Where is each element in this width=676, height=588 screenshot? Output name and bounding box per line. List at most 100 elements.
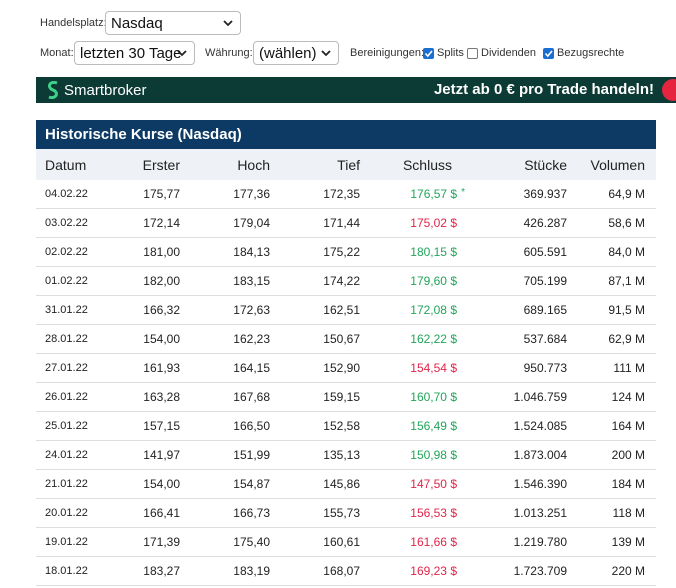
cell: 175,40 (191, 527, 281, 557)
cell: 154,00 (131, 324, 191, 354)
logo (47, 81, 58, 99)
cell: 162,51 (281, 295, 371, 325)
cell: 200 M (578, 440, 656, 470)
table-row: 18.01.22 183,27 183,19 168,07 169,23 $ 1.723.… (36, 556, 656, 586)
label: Währung: (205, 47, 253, 59)
table-row: 21.01.22 154,00 154,87 145,86 147,50 $ 1.546.… (36, 469, 656, 499)
cell: 62,9 M (578, 324, 656, 354)
ad-banner[interactable]: Smartbroker Jetzt ab 0 € pro Trade hande… (36, 77, 676, 103)
cell: 183,19 (191, 556, 281, 586)
cell: 1.046.759 (476, 382, 578, 412)
cell: 01.02.22 (36, 266, 131, 296)
cell: 172,14 (131, 208, 191, 238)
cell: 369.937 (476, 180, 578, 209)
cell: 02.02.22 (36, 237, 131, 267)
checkbox-label: Dividenden (481, 47, 537, 59)
cell: 87,1 M (578, 266, 656, 296)
cell: 161,66 $ (371, 527, 476, 557)
cell: 175,02 $ (371, 208, 476, 238)
cell: 172,35 (281, 180, 371, 209)
checkbox-label: Bezugsrechte (557, 47, 625, 59)
cell: 171,44 (281, 208, 371, 238)
cell: 172,63 (191, 295, 281, 325)
cell: 141,97 (131, 440, 191, 470)
cell: 156,53 $ (371, 498, 476, 528)
cell: 159,15 (281, 382, 371, 412)
cell: 24.01.22 (36, 440, 131, 470)
cell: 118 M (578, 498, 656, 528)
table-row: 31.01.22 166,32 172,63 162,51 172,08 $ 689.16… (36, 295, 656, 325)
checkbox-option[interactable]: Dividenden (467, 47, 536, 59)
cell: 180,15 $ (371, 237, 476, 267)
cell: 162,22 $ (371, 324, 476, 354)
table-row: 26.01.22 163,28 167,68 159,15 160,70 $ 1.046.… (36, 382, 656, 412)
column-header: Volumen (578, 149, 656, 180)
cell: 1.546.390 (476, 469, 578, 499)
close-price: 176,57 $ (410, 187, 458, 201)
table-row: 02.02.22 181,00 184,13 175,22 180,15 $ 605.59… (36, 237, 656, 267)
header-row: Datum Erster Hoch Tief Schluss Stücke Volumen (36, 149, 656, 180)
cell: 157,15 (131, 411, 191, 441)
check (544, 49, 553, 57)
cell: 27.01.22 (36, 353, 131, 383)
cell: 164 M (578, 411, 656, 441)
close-price: 150,98 $ (410, 448, 457, 462)
cell: 18.01.22 (36, 556, 131, 586)
select[interactable]: (wählen) (253, 41, 339, 65)
column-header: Schluss (371, 149, 476, 180)
cell: 171,39 (131, 527, 191, 557)
cell: 168,07 (281, 556, 371, 586)
cell: 1.219.780 (476, 527, 578, 557)
chevron (177, 50, 187, 57)
cell: 139 M (578, 527, 656, 557)
table-row: 01.02.22 182,00 183,15 174,22 179,60 $ 705.19… (36, 266, 656, 296)
cell: 426.287 (476, 208, 578, 238)
cell: 31.01.22 (36, 295, 131, 325)
table-row: 28.01.22 154,00 162,23 150,67 162,22 $ 537.68… (36, 324, 656, 354)
cell: 166,41 (131, 498, 191, 528)
cell: 950.773 (476, 353, 578, 383)
cell: 155,73 (281, 498, 371, 528)
select-value: Nasdaq (111, 15, 163, 32)
checkbox-option[interactable]: Splits (423, 47, 464, 59)
cell: 21.01.22 (36, 469, 131, 499)
close-price: 175,02 $ (410, 216, 457, 230)
cell: 183,15 (191, 266, 281, 296)
table-row: 27.01.22 161,93 164,15 152,90 154,54 $ 950.77… (36, 353, 656, 383)
select[interactable]: letzten 30 Tage (74, 41, 195, 65)
table-row: 03.02.22 172,14 179,04 171,44 175,02 $ 426.28… (36, 208, 656, 238)
cell: 605.591 (476, 237, 578, 267)
cell: 184 M (578, 469, 656, 499)
cell: 161,93 (131, 353, 191, 383)
select[interactable]: Nasdaq (105, 11, 241, 35)
table: Datum Erster Hoch Tief Schluss Stücke Volumen … (36, 149, 656, 586)
cell: 135,13 (281, 440, 371, 470)
brand: Smartbroker (64, 82, 147, 99)
cell: 166,50 (191, 411, 281, 441)
select-value: (wählen) (259, 45, 317, 62)
cell: 179,60 $ (371, 266, 476, 296)
cell: 182,00 (131, 266, 191, 296)
cell: 160,61 (281, 527, 371, 557)
close-price: 147,50 $ (410, 477, 457, 491)
table-row: 04.02.22 175,77 177,36 172,35 176,57 $ * 369.9… (36, 180, 656, 209)
cell: 537.684 (476, 324, 578, 354)
cell: 152,58 (281, 411, 371, 441)
cell: 26.01.22 (36, 382, 131, 412)
checkbox (423, 47, 434, 59)
cell: 04.02.22 (36, 180, 131, 209)
table-row: 24.01.22 141,97 151,99 135,13 150,98 $ 1.873.… (36, 440, 656, 470)
cell: 166,73 (191, 498, 281, 528)
cell: 111 M (578, 353, 656, 383)
table-row: 20.01.22 166,41 166,73 155,73 156,53 $ 1.013.… (36, 498, 656, 528)
cell: 154,54 $ (371, 353, 476, 383)
cell: 154,87 (191, 469, 281, 499)
cell: 164,15 (191, 353, 281, 383)
close-price: 169,23 $ (410, 564, 457, 578)
cell: 19.01.22 (36, 527, 131, 557)
cell: 150,98 $ (371, 440, 476, 470)
cell: 91,5 M (578, 295, 656, 325)
cell: 181,00 (131, 237, 191, 267)
cell: 147,50 $ (371, 469, 476, 499)
checkbox-option[interactable]: Bezugsrechte (543, 47, 624, 59)
